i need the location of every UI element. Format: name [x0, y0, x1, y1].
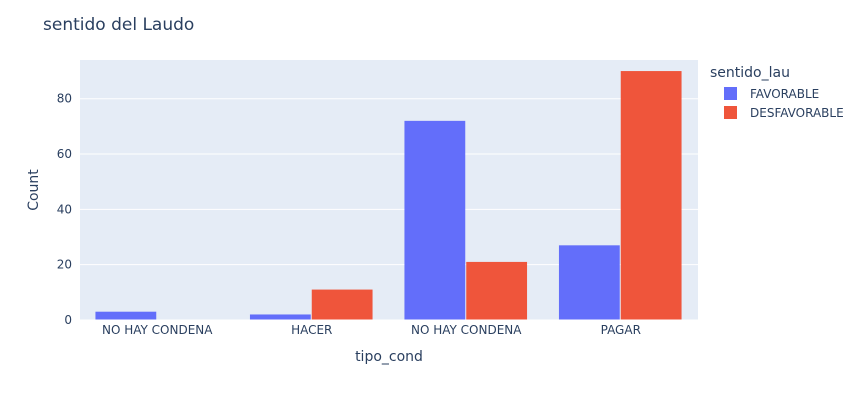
y-tick-labels: 0 20 40 60 80 [57, 92, 72, 327]
bar-favorable-0 [95, 311, 157, 320]
x-tick-label: NO HAY CONDENA [411, 323, 522, 337]
bar-favorable-3 [558, 245, 620, 320]
x-tick-label: PAGAR [601, 323, 641, 337]
bar-desfavorable-2 [466, 261, 528, 320]
x-tick-labels: NO HAY CONDENA HACER NO HAY CONDENA PAGAR [102, 323, 641, 337]
legend-swatch [724, 106, 737, 119]
y-axis-title: Count [26, 169, 42, 211]
bar-favorable-2 [404, 120, 466, 320]
chart-title: sentido del Laudo [43, 15, 194, 35]
legend-swatch [724, 87, 737, 100]
bar-favorable-1 [249, 314, 311, 320]
y-tick-label: 40 [57, 202, 72, 216]
bar-desfavorable-3 [620, 71, 682, 320]
bar-desfavorable-1 [311, 289, 373, 320]
y-tick-label: 80 [57, 92, 72, 106]
x-axis-title: tipo_cond [355, 349, 423, 365]
y-tick-label: 60 [57, 147, 72, 161]
legend-title: sentido_lau [710, 65, 790, 81]
legend-items: FAVORABLE DESFAVORABLE [724, 87, 844, 120]
legend-label: DESFAVORABLE [750, 106, 844, 120]
y-tick-label: 0 [64, 313, 72, 327]
x-tick-label: NO HAY CONDENA [102, 323, 213, 337]
legend-label: FAVORABLE [750, 87, 819, 101]
bars [80, 71, 698, 321]
legend: sentido_lau FAVORABLE DESFAVORABLE [710, 65, 844, 120]
y-tick-label: 20 [57, 258, 72, 272]
x-tick-label: HACER [291, 323, 332, 337]
